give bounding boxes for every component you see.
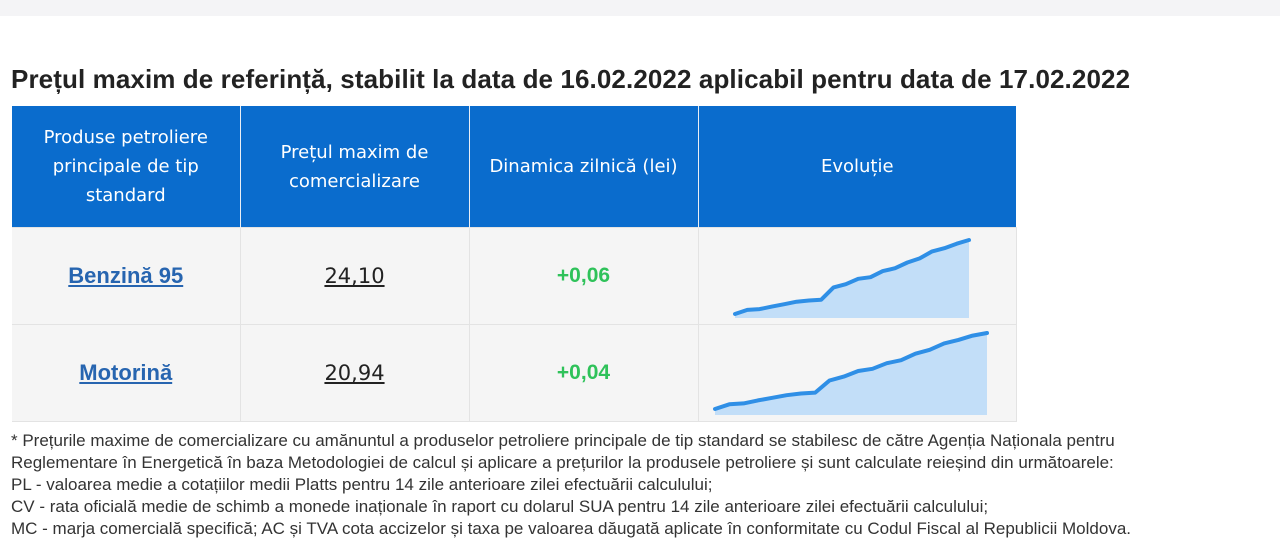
evolution-cell [698,227,1017,325]
table-header-row: Produse petroliere principale de tip sta… [12,106,1016,228]
page-title: Prețul maxim de referință, stabilit la d… [11,64,1131,94]
product-cell: Motorină [12,324,241,422]
footnote: * Prețurile maxime de comercializare cu … [11,430,1276,540]
sparkline-area [735,240,969,318]
footnote-line: CV - rata oficială medie de schimb a mon… [11,497,989,516]
price-value[interactable]: 24,10 [324,264,385,288]
footnote-line: PL - valoarea medie a cotațiilor medii P… [11,475,713,494]
delta-cell: +0,06 [469,227,699,325]
top-band [0,0,1280,16]
footnote-line: * Prețurile maxime de comercializare cu … [11,431,1115,450]
price-table: Produse petroliere principale de tip sta… [12,106,1017,422]
delta-cell: +0,04 [469,324,699,422]
evolution-sparkline [713,331,989,415]
footnote-line: MC - marja comercială specifică; AC și T… [11,519,1131,538]
column-header-evolution: Evoluție [698,106,1016,228]
footnote-line: Reglementare în Energetică în baza Metod… [11,453,1114,472]
daily-change-value: +0,04 [556,361,611,384]
product-cell: Benzină 95 [12,227,241,325]
price-cell: 24,10 [240,227,470,325]
column-header-max-price: Prețul maxim de comercializare [240,106,470,228]
sparkline-line [713,331,989,411]
sparkline-line [733,238,971,316]
table-row: Benzină 95 24,10 +0,06 [12,227,1017,325]
evolution-cell [698,324,1017,422]
evolution-sparkline [733,238,971,318]
price-cell: 20,94 [240,324,470,422]
table-row: Motorină 20,94 +0,04 [12,324,1017,422]
product-link-benzina-95[interactable]: Benzină 95 [68,263,184,288]
column-header-products: Produse petroliere principale de tip sta… [12,106,241,228]
daily-change-value: +0,06 [556,264,611,287]
product-link-motorina[interactable]: Motorină [79,360,173,385]
column-header-daily-change: Dinamica zilnică (lei) [469,106,699,228]
price-value[interactable]: 20,94 [324,361,385,385]
